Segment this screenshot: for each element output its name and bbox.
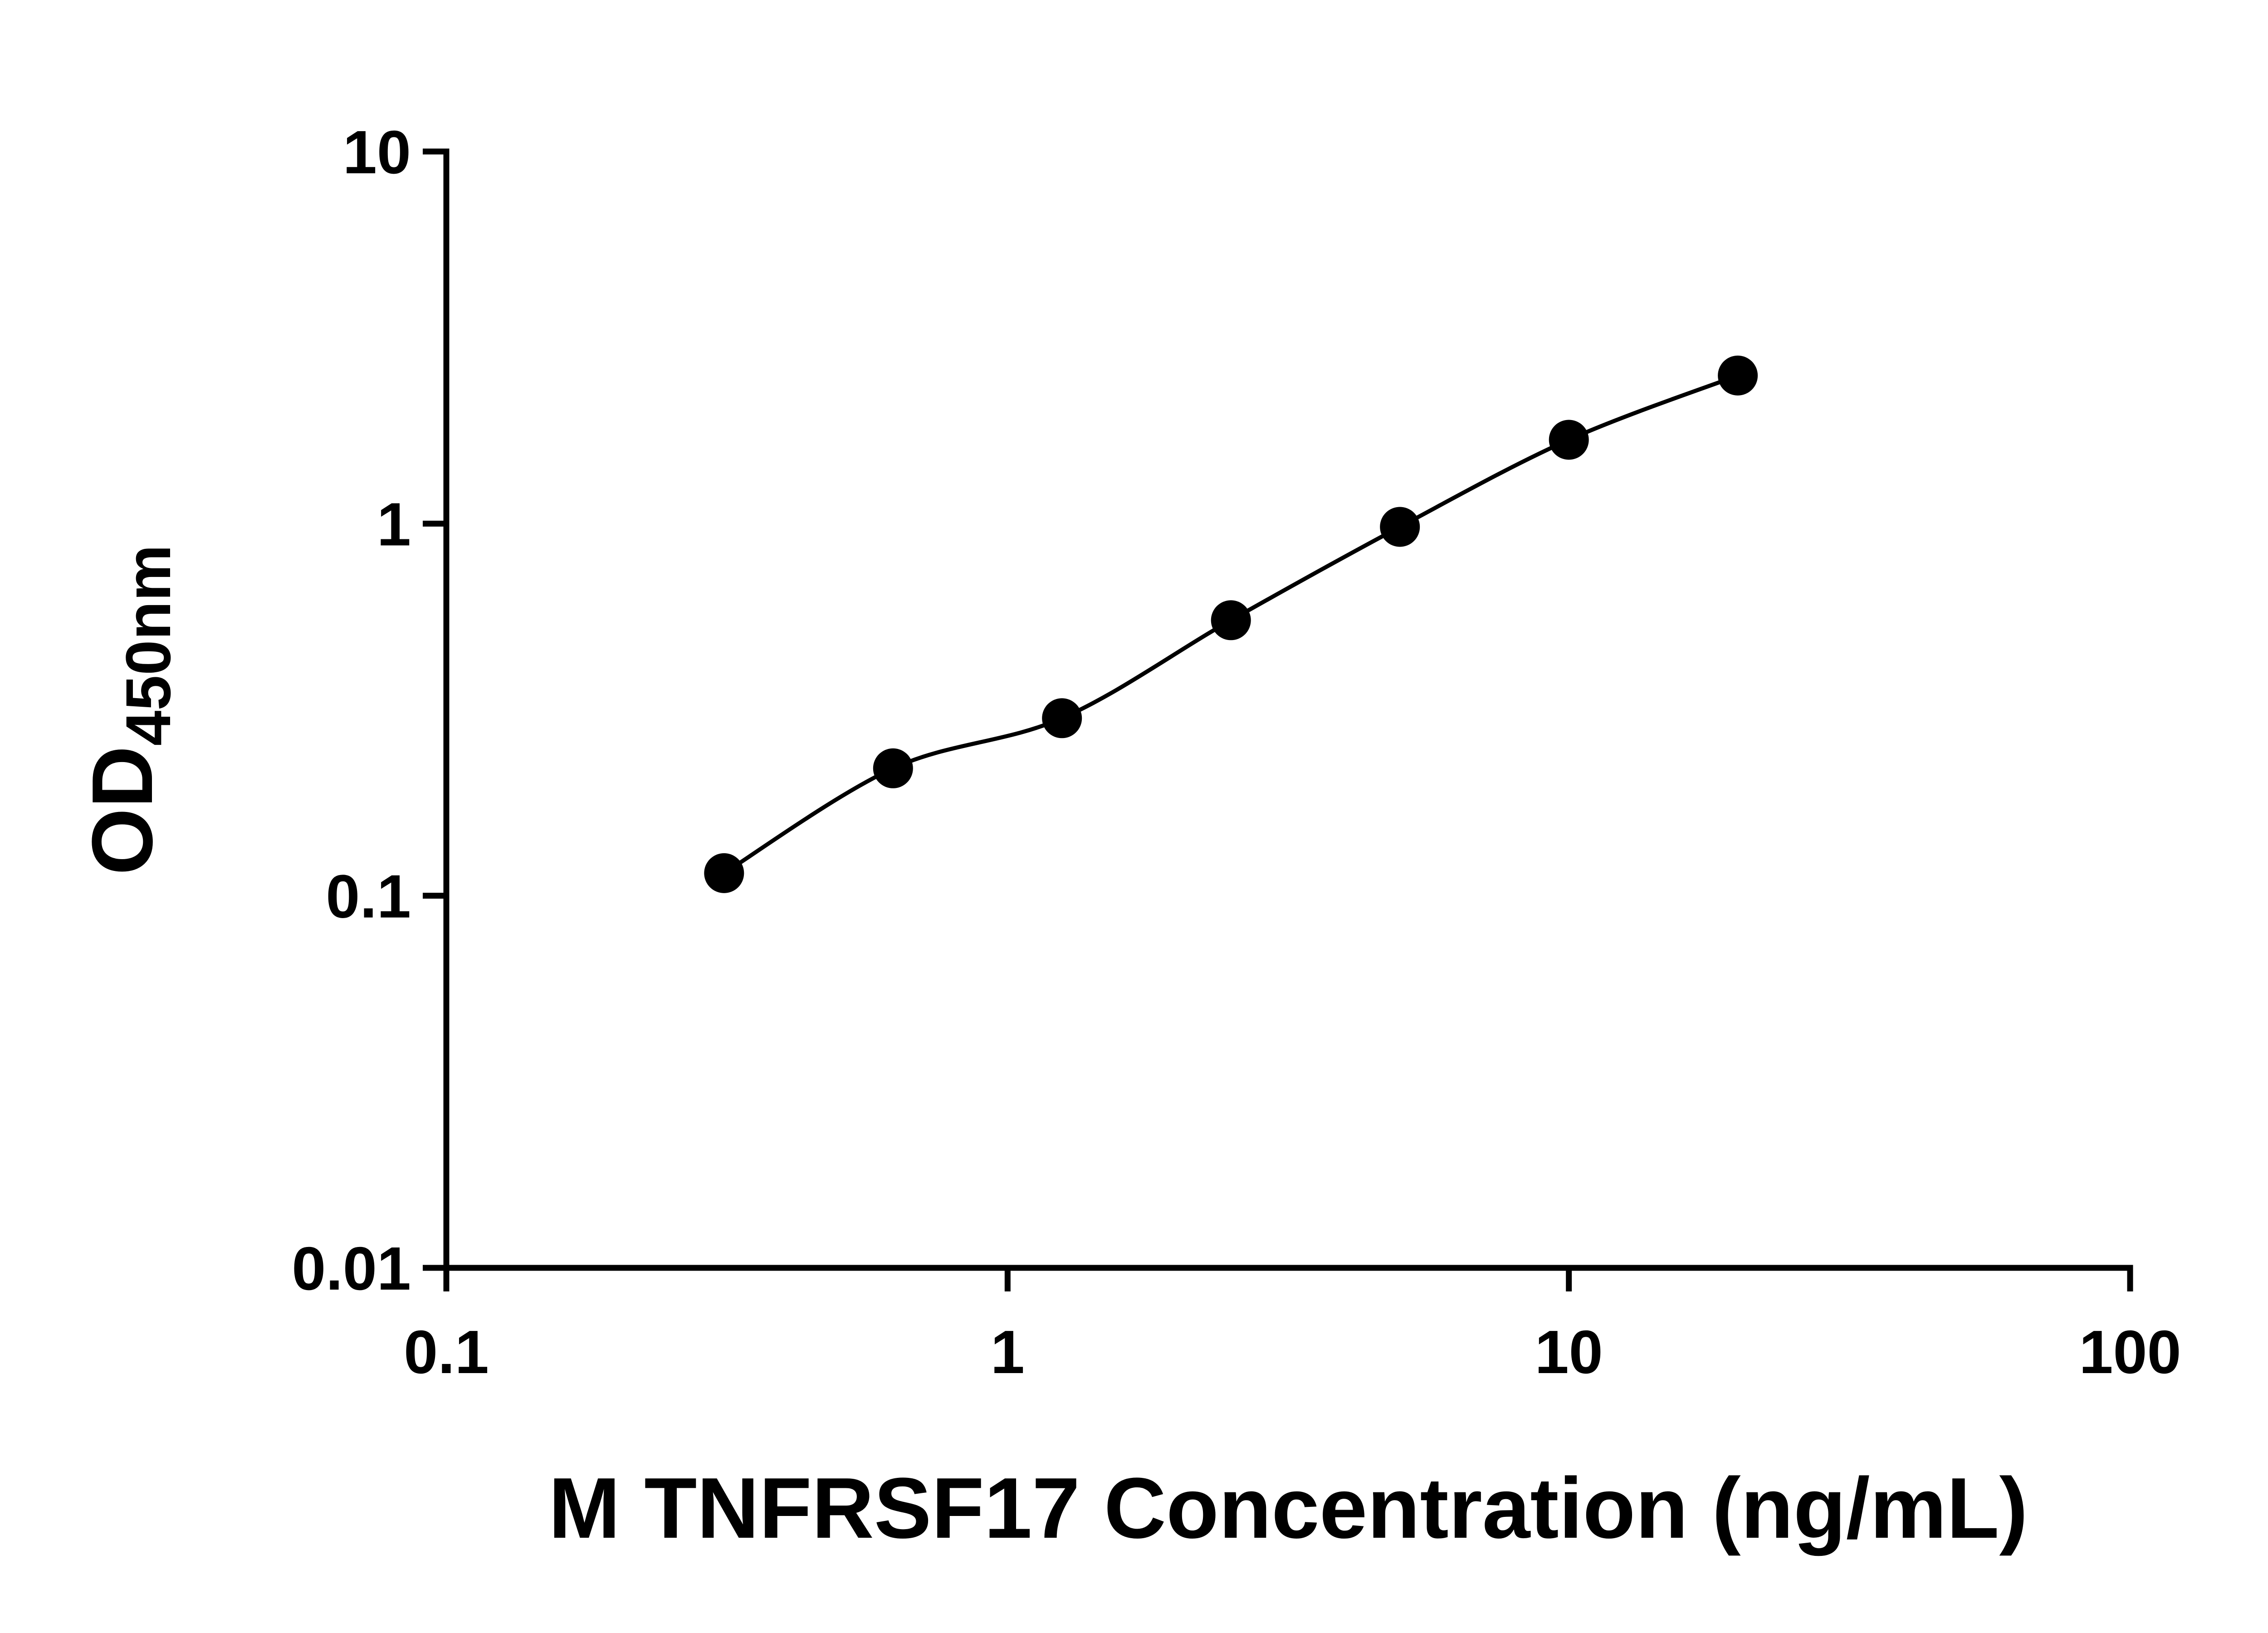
data-point-marker (704, 853, 744, 893)
y-tick-label: 0.1 (326, 862, 411, 931)
x-tick-label: 1 (991, 1318, 1025, 1386)
y-tick-label: 0.01 (292, 1234, 411, 1303)
axes-layer: 0.01 0.1 1 10 0.1 1 10 100 (292, 118, 2181, 1386)
y-tick-label: 1 (377, 490, 411, 558)
data-point-marker (873, 748, 913, 788)
y-axis-label-base: OD (74, 746, 171, 875)
y-axis-label-subscript: 450nm (112, 545, 184, 746)
data-point-marker (1718, 355, 1758, 396)
y-tick-label: 10 (343, 118, 411, 186)
data-layer (704, 355, 1758, 893)
data-point-marker (1042, 698, 1082, 738)
x-tick-label: 10 (1535, 1318, 1603, 1386)
data-point-marker (1380, 507, 1420, 547)
x-axis-label: M TNFRSF17 Concentration (ng/mL) (548, 1460, 2028, 1556)
x-tick-label: 100 (2079, 1318, 2181, 1386)
x-tick-label: 0.1 (404, 1318, 489, 1386)
data-point-marker (1549, 420, 1589, 460)
data-point-marker (1211, 600, 1251, 640)
y-axis-label: OD450nm (74, 545, 184, 875)
